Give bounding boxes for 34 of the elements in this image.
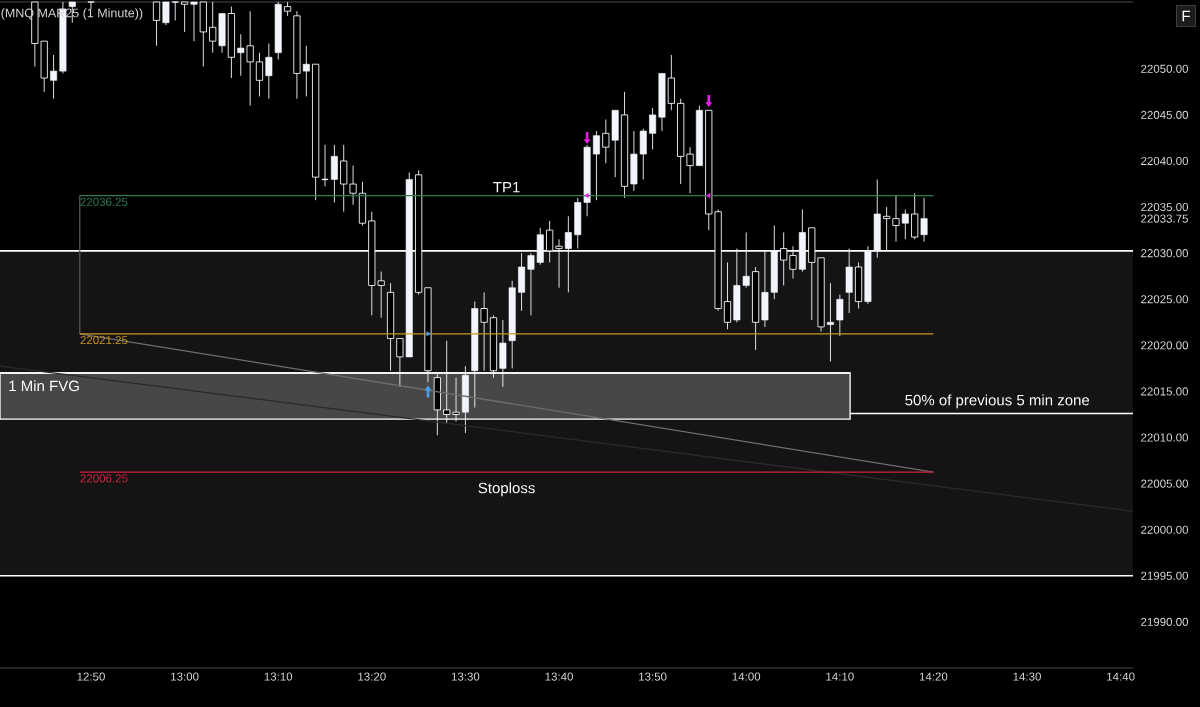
y-tick-label: 22040.00 bbox=[1141, 156, 1189, 166]
x-tick-label: 13:20 bbox=[358, 672, 386, 681]
y-tick-label: 22050.00 bbox=[1141, 64, 1189, 73]
y-tick-label: 22033.75 bbox=[1141, 214, 1188, 223]
y-tick-label: 22020.00 bbox=[1141, 341, 1189, 350]
x-tick-label: 14:20 bbox=[919, 672, 948, 681]
x-tick-label: 13:00 bbox=[171, 672, 199, 681]
x-tick-label: 14:00 bbox=[732, 672, 761, 681]
data-label: 22021.25 bbox=[80, 336, 128, 345]
x-tick-label: 14:30 bbox=[1013, 672, 1041, 681]
data-label: 22006.25 bbox=[80, 474, 128, 483]
y-tick-label: 22025.00 bbox=[1141, 295, 1189, 304]
x-tick-label: 12:50 bbox=[77, 672, 105, 681]
y-tick-label: 22010.00 bbox=[1141, 433, 1189, 442]
y-tick-label: 22000.00 bbox=[1141, 525, 1189, 534]
series-label: 1 Min FVG bbox=[9, 380, 79, 392]
y-tick-label: 22030.00 bbox=[1141, 249, 1189, 258]
text: F bbox=[1182, 10, 1190, 22]
y-tick-label: 22005.00 bbox=[1141, 479, 1189, 488]
y-tick-label: 21995.00 bbox=[1141, 571, 1189, 580]
x-tick-label: 13:10 bbox=[264, 672, 293, 681]
series-label: Stoploss bbox=[478, 482, 535, 497]
x-tick-label: 13:30 bbox=[451, 672, 480, 681]
y-tick-label: 21990.00 bbox=[1141, 617, 1189, 626]
ref-line-label: 50% of previous 5 min zone bbox=[905, 394, 1090, 409]
series-label: TP1 bbox=[493, 182, 520, 193]
y-tick-label: 22035.00 bbox=[1141, 203, 1189, 212]
data-label: 22036.25 bbox=[80, 197, 128, 206]
y-tick-label: 22015.00 bbox=[1141, 387, 1189, 396]
x-tick-label: 14:10 bbox=[826, 672, 854, 681]
x-tick-label: 14:40 bbox=[1107, 672, 1135, 681]
x-tick-label: 13:40 bbox=[545, 672, 573, 681]
x-tick-label: 13:50 bbox=[639, 672, 667, 681]
y-tick-label: 22045.00 bbox=[1141, 110, 1189, 119]
